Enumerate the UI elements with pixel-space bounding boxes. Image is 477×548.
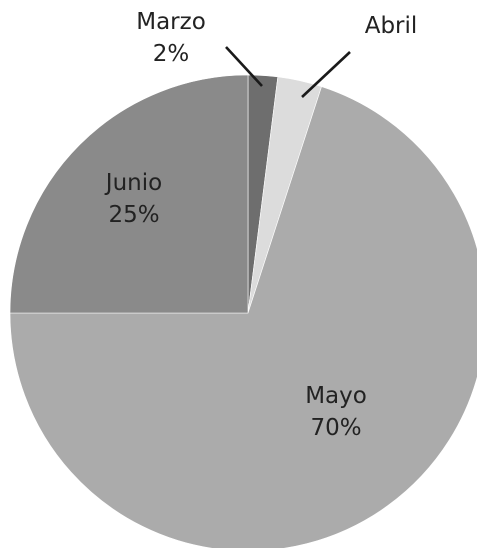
slice-label-abril: Abril (365, 10, 418, 42)
slice-label-junio: Junio 25% (106, 167, 162, 231)
pie-slice-mayo (9, 86, 477, 548)
slice-label-mayo: Mayo 70% (305, 380, 367, 444)
pie-slice-junio (9, 74, 249, 314)
slice-percent-mayo: 70% (310, 415, 362, 441)
slice-category-junio: Junio (105, 170, 163, 196)
pie-slices (9, 74, 477, 548)
slice-category-abril: Abril (364, 13, 418, 39)
slice-label-marzo: Marzo 2% (136, 6, 206, 70)
slice-percent-junio: 25% (108, 202, 160, 228)
slice-category-mayo: Mayo (305, 383, 367, 409)
slice-category-marzo: Marzo (136, 9, 206, 35)
slice-percent-marzo: 2% (152, 41, 190, 67)
leader-line-abril (301, 51, 351, 98)
leader-line-marzo (225, 46, 263, 87)
